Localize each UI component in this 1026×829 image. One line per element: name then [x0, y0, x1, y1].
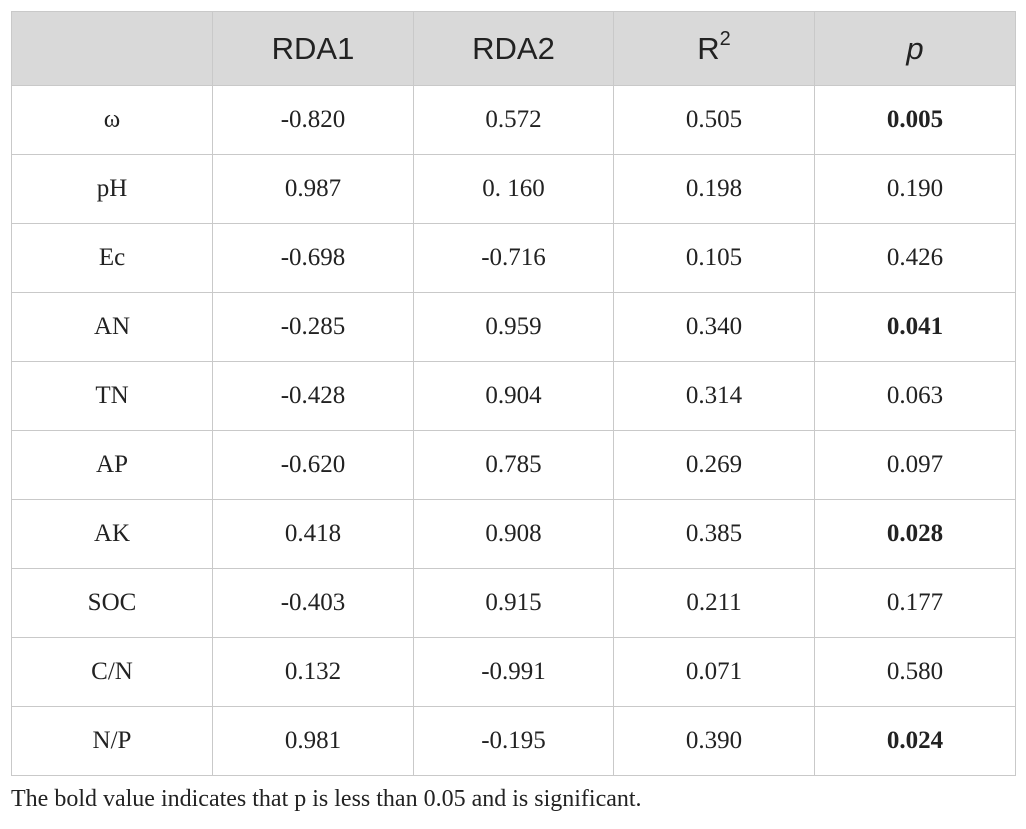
p-cell: 0.426 — [814, 223, 1016, 293]
rda2-cell: 0.959 — [413, 292, 614, 362]
row-label: AN — [11, 292, 213, 362]
p-cell: 0.190 — [814, 154, 1016, 224]
rda1-cell: 0.132 — [212, 637, 414, 707]
row-label: N/P — [11, 706, 213, 776]
header-row: RDA1 RDA2 R2 p — [11, 11, 1016, 86]
r2-cell: 0.198 — [613, 154, 815, 224]
r2-cell: 0.105 — [613, 223, 815, 293]
rda1-cell: -0.403 — [212, 568, 414, 638]
p-cell: 0.041 — [814, 292, 1016, 362]
p-cell: 0.063 — [814, 361, 1016, 431]
r2-cell: 0.314 — [613, 361, 815, 431]
rda1-cell: 0.987 — [212, 154, 414, 224]
row-label: TN — [11, 361, 213, 431]
row-label: SOC — [11, 568, 213, 638]
row-label: C/N — [11, 637, 213, 707]
rda2-cell: 0.572 — [413, 85, 614, 155]
p-cell: 0.005 — [814, 85, 1016, 155]
table-row: ω -0.820 0.572 0.505 0.005 — [11, 85, 1016, 155]
rda2-cell: 0.904 — [413, 361, 614, 431]
row-label: AK — [11, 499, 213, 569]
p-cell: 0.580 — [814, 637, 1016, 707]
r2-cell: 0.071 — [613, 637, 815, 707]
table-row: SOC -0.403 0.915 0.211 0.177 — [11, 568, 1016, 638]
rda1-cell: -0.820 — [212, 85, 414, 155]
row-label: ω — [11, 85, 213, 155]
header-r2-base: R — [697, 30, 720, 66]
rda1-cell: -0.285 — [212, 292, 414, 362]
rda2-cell: -0.991 — [413, 637, 614, 707]
r2-cell: 0.385 — [613, 499, 815, 569]
table-footnote: The bold value indicates that p is less … — [11, 786, 642, 812]
rda1-cell: -0.428 — [212, 361, 414, 431]
r2-cell: 0.505 — [613, 85, 815, 155]
rda2-cell: -0.195 — [413, 706, 614, 776]
rda2-cell: -0.716 — [413, 223, 614, 293]
rda2-cell: 0.908 — [413, 499, 614, 569]
table-header: RDA1 RDA2 R2 p — [11, 11, 1016, 86]
row-label: AP — [11, 430, 213, 500]
rda2-cell: 0. 160 — [413, 154, 614, 224]
header-rda1: RDA1 — [212, 11, 414, 86]
header-p: p — [814, 11, 1016, 86]
header-r2: R2 — [613, 11, 815, 86]
header-variable — [11, 11, 213, 86]
r2-cell: 0.269 — [613, 430, 815, 500]
r2-cell: 0.211 — [613, 568, 815, 638]
table-row: AN -0.285 0.959 0.340 0.041 — [11, 292, 1016, 362]
row-label: pH — [11, 154, 213, 224]
table-row: C/N 0.132 -0.991 0.071 0.580 — [11, 637, 1016, 707]
r2-cell: 0.340 — [613, 292, 815, 362]
p-cell: 0.024 — [814, 706, 1016, 776]
rda1-cell: -0.698 — [212, 223, 414, 293]
p-cell: 0.028 — [814, 499, 1016, 569]
rda2-cell: 0.915 — [413, 568, 614, 638]
row-label: Ec — [11, 223, 213, 293]
table-row: TN -0.428 0.904 0.314 0.063 — [11, 361, 1016, 431]
p-cell: 0.177 — [814, 568, 1016, 638]
header-rda2: RDA2 — [413, 11, 614, 86]
rda1-cell: 0.981 — [212, 706, 414, 776]
rda2-cell: 0.785 — [413, 430, 614, 500]
table-row: pH 0.987 0. 160 0.198 0.190 — [11, 154, 1016, 224]
table-row: Ec -0.698 -0.716 0.105 0.426 — [11, 223, 1016, 293]
p-cell: 0.097 — [814, 430, 1016, 500]
rda-results-table: RDA1 RDA2 R2 p ω -0.820 0.572 0.505 0.00… — [11, 11, 1016, 776]
rda1-cell: 0.418 — [212, 499, 414, 569]
table-row: N/P 0.981 -0.195 0.390 0.024 — [11, 706, 1016, 776]
r2-cell: 0.390 — [613, 706, 815, 776]
rda1-cell: -0.620 — [212, 430, 414, 500]
table-body: ω -0.820 0.572 0.505 0.005 pH 0.987 0. 1… — [11, 85, 1016, 776]
table-row: AP -0.620 0.785 0.269 0.097 — [11, 430, 1016, 500]
header-r2-superscript: 2 — [719, 27, 731, 50]
table-row: AK 0.418 0.908 0.385 0.028 — [11, 499, 1016, 569]
